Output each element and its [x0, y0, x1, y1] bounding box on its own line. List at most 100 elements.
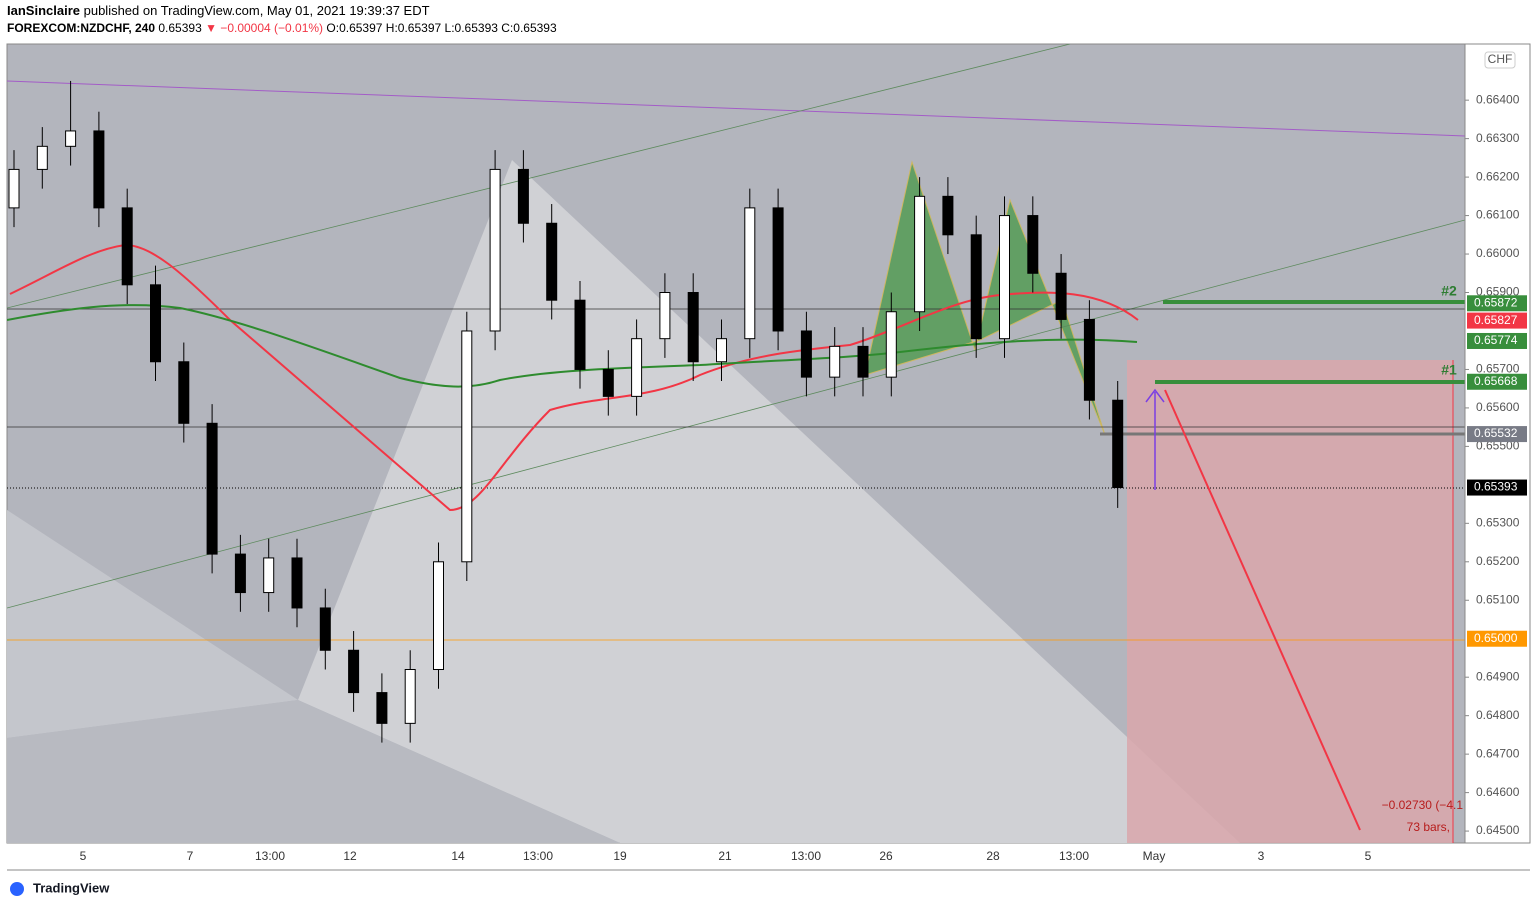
header: IanSinclaire published on TradingView.co…: [7, 3, 430, 18]
projection: [1164, 389, 1361, 831]
candle-body: [291, 557, 303, 609]
candle-body: [178, 361, 190, 424]
ema-slow: [7, 304, 1138, 388]
candle-body: [433, 561, 444, 671]
candle-body: [1027, 215, 1039, 274]
candle-body: [206, 422, 218, 555]
c: C:0.65393: [501, 21, 557, 35]
arrow: [1145, 388, 1165, 490]
x-tick-label: 13:00: [523, 849, 553, 863]
y-tick-label: 0.64700: [1476, 746, 1520, 760]
candle-body: [800, 330, 812, 378]
h: H:0.65397: [386, 21, 442, 35]
candle-body: [885, 311, 897, 378]
annotation: 73 bars,: [1407, 820, 1450, 834]
y-tick-label: 0.64900: [1476, 669, 1520, 683]
x-tick-label: 7: [187, 849, 194, 863]
candle-body: [631, 338, 643, 397]
symbol: FOREXCOM:NZDCHF, 240: [7, 21, 155, 35]
y-tick-label: 0.64800: [1476, 708, 1520, 722]
x-tick-label: 13:00: [255, 849, 285, 863]
candle-body: [970, 234, 982, 340]
candle-body: [150, 284, 161, 363]
candle-body: [829, 345, 841, 378]
last: 0.65393: [158, 21, 202, 35]
price-label: 0.65872: [1474, 295, 1518, 309]
price-label-box: [1467, 295, 1527, 312]
currency: CHF: [1488, 52, 1513, 66]
shape: [7, 510, 298, 738]
trendline: [7, 44, 1071, 309]
candle-body: [546, 222, 558, 301]
y-tick-label: 0.64500: [1476, 823, 1520, 837]
o: O:0.65397: [326, 21, 382, 35]
candle-body: [517, 168, 529, 224]
published: published on TradingView.com, May 01, 20…: [84, 3, 430, 18]
candle-body: [1112, 399, 1124, 489]
price-label: 0.65774: [1474, 333, 1518, 347]
x-tick-label: 26: [879, 849, 893, 863]
y-tick-label: 0.66000: [1476, 246, 1520, 260]
footer: TradingView: [33, 880, 110, 895]
trendline: [7, 219, 1465, 609]
y-tick-label: 0.66300: [1476, 131, 1520, 145]
x-tick-label: 21: [718, 849, 732, 863]
logo: [10, 882, 24, 896]
candle-body: [1083, 318, 1095, 401]
x-tick-label: 12: [343, 849, 357, 863]
candle-body: [348, 649, 360, 694]
annotation: −0.02730 (−4.1: [1382, 798, 1464, 812]
annotation: #2: [1441, 283, 1457, 299]
candle-body: [914, 195, 926, 313]
candle-body: [8, 168, 20, 209]
risk-box: [1127, 360, 1453, 843]
y-tick-label: 0.65600: [1476, 400, 1520, 414]
x-tick-label: 14: [451, 849, 465, 863]
x-tick-label: 5: [1365, 849, 1372, 863]
candle-body: [772, 207, 784, 332]
price-label: 0.65668: [1474, 374, 1518, 388]
currency-box: [1484, 51, 1516, 69]
x-tick-label: 3: [1258, 849, 1265, 863]
x-tick-label: 19: [613, 849, 627, 863]
candle-body: [716, 338, 727, 363]
price-label: 0.65000: [1474, 631, 1518, 645]
price-label-box: [1467, 332, 1527, 349]
candle-body: [121, 207, 133, 286]
candle-body: [404, 669, 416, 724]
symbol-line: FOREXCOM:NZDCHF, 240 0.65393 ▼ −0.00004 …: [7, 21, 557, 35]
candle-body: [263, 557, 275, 594]
candle-body: [36, 145, 48, 170]
candle-body: [234, 553, 246, 594]
y-tick-label: 0.64600: [1476, 785, 1520, 799]
price-label: 0.65827: [1474, 313, 1518, 327]
candle-body: [574, 299, 586, 370]
candle-body: [999, 215, 1010, 340]
ema-fast: [9, 243, 1139, 512]
price-label-box: [1467, 312, 1527, 329]
candle-body: [461, 330, 473, 563]
x-tick-label: 13:00: [1059, 849, 1089, 863]
price-label-box: [1467, 479, 1527, 496]
y-tick-label: 0.65100: [1476, 592, 1520, 606]
y-tick-label: 0.66400: [1476, 92, 1520, 106]
candle-body: [65, 130, 77, 147]
l: L:0.65393: [445, 21, 499, 35]
y-tick-label: 0.65700: [1476, 362, 1520, 376]
x-tick-label: 13:00: [791, 849, 821, 863]
x-tick-label: 28: [986, 849, 1000, 863]
price-label-box: [1467, 426, 1527, 443]
price-label-box: [1467, 373, 1527, 390]
candle-body: [687, 292, 699, 363]
x-tick-label: May: [1143, 849, 1166, 863]
y-tick-label: 0.66200: [1476, 169, 1520, 183]
candle-body: [744, 207, 756, 340]
candle-body: [319, 607, 331, 651]
candle-body: [659, 292, 671, 340]
shape: [298, 160, 1240, 843]
candle-body: [376, 692, 388, 724]
shape: [7, 700, 620, 843]
candle-body: [942, 195, 954, 236]
